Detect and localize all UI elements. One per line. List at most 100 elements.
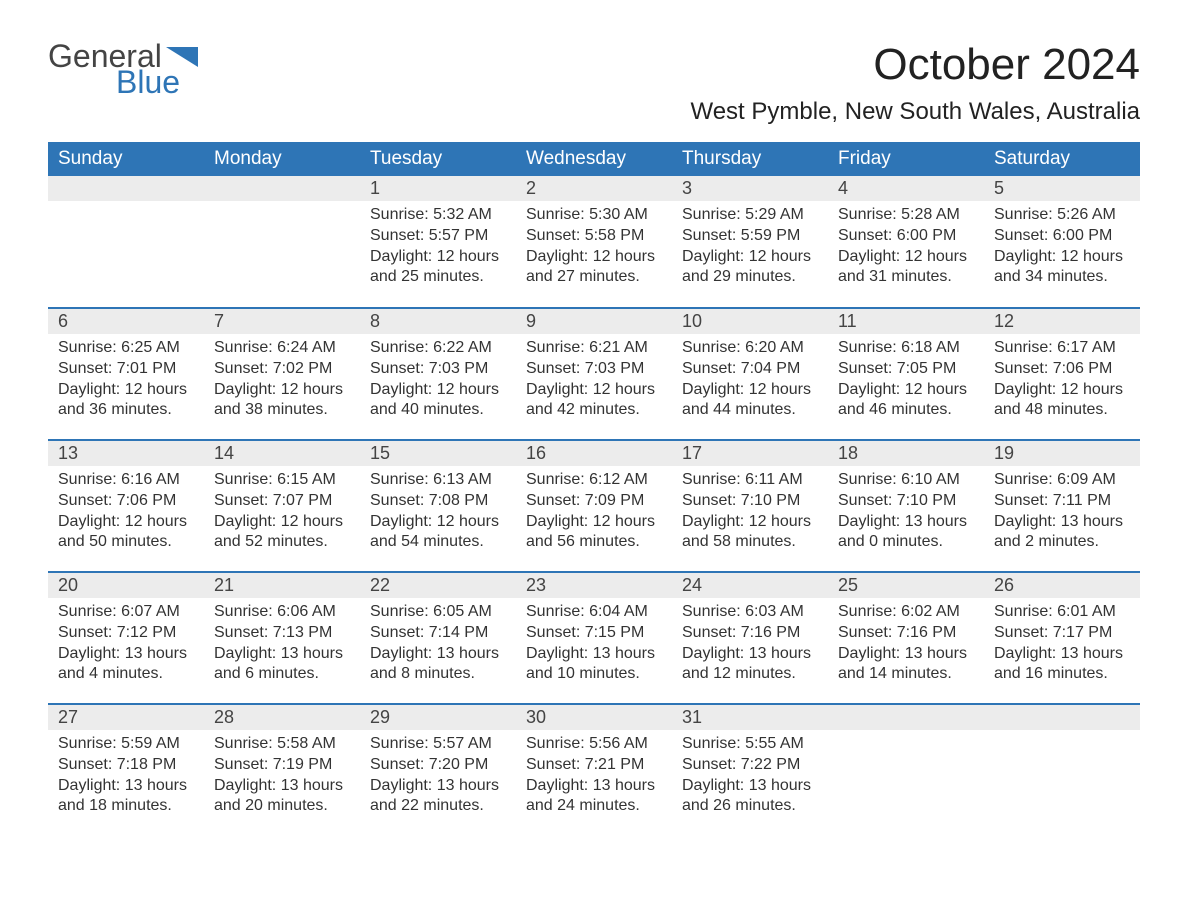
- daylight-line: Daylight: 12 hours and 48 minutes.: [994, 380, 1130, 422]
- weekday-header: Sunday: [48, 142, 204, 176]
- day-body: Sunrise: 6:22 AMSunset: 7:03 PMDaylight:…: [360, 334, 516, 431]
- day-number: .: [828, 705, 984, 730]
- sunrise-line: Sunrise: 6:06 AM: [214, 602, 350, 623]
- sunset-line: Sunset: 7:10 PM: [682, 491, 818, 512]
- calendar-day-cell: 19Sunrise: 6:09 AMSunset: 7:11 PMDayligh…: [984, 440, 1140, 572]
- day-body: Sunrise: 6:01 AMSunset: 7:17 PMDaylight:…: [984, 598, 1140, 695]
- day-number: 26: [984, 573, 1140, 598]
- daylight-line: Daylight: 13 hours and 2 minutes.: [994, 512, 1130, 554]
- day-body: Sunrise: 6:10 AMSunset: 7:10 PMDaylight:…: [828, 466, 984, 563]
- sunrise-line: Sunrise: 6:07 AM: [58, 602, 194, 623]
- day-body: Sunrise: 5:55 AMSunset: 7:22 PMDaylight:…: [672, 730, 828, 827]
- day-body: Sunrise: 5:59 AMSunset: 7:18 PMDaylight:…: [48, 730, 204, 827]
- sunset-line: Sunset: 7:02 PM: [214, 359, 350, 380]
- calendar-day-cell: 3Sunrise: 5:29 AMSunset: 5:59 PMDaylight…: [672, 176, 828, 308]
- day-body: Sunrise: 6:11 AMSunset: 7:10 PMDaylight:…: [672, 466, 828, 563]
- day-number: 13: [48, 441, 204, 466]
- day-number: 29: [360, 705, 516, 730]
- calendar-week-row: 20Sunrise: 6:07 AMSunset: 7:12 PMDayligh…: [48, 572, 1140, 704]
- day-body: Sunrise: 5:28 AMSunset: 6:00 PMDaylight:…: [828, 201, 984, 298]
- day-number: 16: [516, 441, 672, 466]
- weekday-header: Tuesday: [360, 142, 516, 176]
- sunrise-line: Sunrise: 6:03 AM: [682, 602, 818, 623]
- daylight-line: Daylight: 13 hours and 18 minutes.: [58, 776, 194, 818]
- title-block: October 2024 West Pymble, New South Wale…: [690, 40, 1140, 126]
- day-number: 18: [828, 441, 984, 466]
- sunset-line: Sunset: 5:57 PM: [370, 226, 506, 247]
- day-body: Sunrise: 5:26 AMSunset: 6:00 PMDaylight:…: [984, 201, 1140, 298]
- day-number: 6: [48, 309, 204, 334]
- day-number: 3: [672, 176, 828, 201]
- day-number: 17: [672, 441, 828, 466]
- day-number: 9: [516, 309, 672, 334]
- brand-logo: General Blue: [48, 40, 198, 98]
- daylight-line: Daylight: 13 hours and 14 minutes.: [838, 644, 974, 686]
- day-body: Sunrise: 6:15 AMSunset: 7:07 PMDaylight:…: [204, 466, 360, 563]
- sunset-line: Sunset: 7:10 PM: [838, 491, 974, 512]
- daylight-line: Daylight: 12 hours and 31 minutes.: [838, 247, 974, 289]
- day-body: Sunrise: 5:30 AMSunset: 5:58 PMDaylight:…: [516, 201, 672, 298]
- daylight-line: Daylight: 12 hours and 50 minutes.: [58, 512, 194, 554]
- sunset-line: Sunset: 7:01 PM: [58, 359, 194, 380]
- daylight-line: Daylight: 12 hours and 56 minutes.: [526, 512, 662, 554]
- day-body: Sunrise: 6:24 AMSunset: 7:02 PMDaylight:…: [204, 334, 360, 431]
- day-number: 15: [360, 441, 516, 466]
- sunset-line: Sunset: 7:03 PM: [526, 359, 662, 380]
- calendar-day-cell: 14Sunrise: 6:15 AMSunset: 7:07 PMDayligh…: [204, 440, 360, 572]
- sunset-line: Sunset: 7:19 PM: [214, 755, 350, 776]
- day-number: 19: [984, 441, 1140, 466]
- day-body: [204, 201, 360, 215]
- day-number: 30: [516, 705, 672, 730]
- day-body: Sunrise: 6:16 AMSunset: 7:06 PMDaylight:…: [48, 466, 204, 563]
- calendar-day-cell: 8Sunrise: 6:22 AMSunset: 7:03 PMDaylight…: [360, 308, 516, 440]
- sunset-line: Sunset: 7:04 PM: [682, 359, 818, 380]
- sunrise-line: Sunrise: 6:02 AM: [838, 602, 974, 623]
- sunset-line: Sunset: 7:21 PM: [526, 755, 662, 776]
- day-body: Sunrise: 6:07 AMSunset: 7:12 PMDaylight:…: [48, 598, 204, 695]
- daylight-line: Daylight: 13 hours and 0 minutes.: [838, 512, 974, 554]
- day-number: 25: [828, 573, 984, 598]
- sunrise-line: Sunrise: 5:58 AM: [214, 734, 350, 755]
- calendar-day-cell: 22Sunrise: 6:05 AMSunset: 7:14 PMDayligh…: [360, 572, 516, 704]
- day-body: Sunrise: 5:56 AMSunset: 7:21 PMDaylight:…: [516, 730, 672, 827]
- sunrise-line: Sunrise: 6:01 AM: [994, 602, 1130, 623]
- calendar-body: ..1Sunrise: 5:32 AMSunset: 5:57 PMDaylig…: [48, 176, 1140, 836]
- daylight-line: Daylight: 12 hours and 34 minutes.: [994, 247, 1130, 289]
- calendar-day-cell: 6Sunrise: 6:25 AMSunset: 7:01 PMDaylight…: [48, 308, 204, 440]
- day-number: 1: [360, 176, 516, 201]
- day-body: Sunrise: 6:04 AMSunset: 7:15 PMDaylight:…: [516, 598, 672, 695]
- sunset-line: Sunset: 6:00 PM: [838, 226, 974, 247]
- day-number: 31: [672, 705, 828, 730]
- calendar-day-cell: 9Sunrise: 6:21 AMSunset: 7:03 PMDaylight…: [516, 308, 672, 440]
- day-number: .: [48, 176, 204, 201]
- daylight-line: Daylight: 12 hours and 40 minutes.: [370, 380, 506, 422]
- sunset-line: Sunset: 7:16 PM: [682, 623, 818, 644]
- sunset-line: Sunset: 5:58 PM: [526, 226, 662, 247]
- sunrise-line: Sunrise: 6:20 AM: [682, 338, 818, 359]
- sunset-line: Sunset: 7:05 PM: [838, 359, 974, 380]
- daylight-line: Daylight: 12 hours and 54 minutes.: [370, 512, 506, 554]
- sunrise-line: Sunrise: 6:11 AM: [682, 470, 818, 491]
- calendar-day-cell: 30Sunrise: 5:56 AMSunset: 7:21 PMDayligh…: [516, 704, 672, 836]
- sunset-line: Sunset: 7:08 PM: [370, 491, 506, 512]
- calendar-day-cell: 31Sunrise: 5:55 AMSunset: 7:22 PMDayligh…: [672, 704, 828, 836]
- calendar-table: SundayMondayTuesdayWednesdayThursdayFrid…: [48, 142, 1140, 836]
- calendar-day-cell: 18Sunrise: 6:10 AMSunset: 7:10 PMDayligh…: [828, 440, 984, 572]
- sunset-line: Sunset: 6:00 PM: [994, 226, 1130, 247]
- day-body: Sunrise: 6:12 AMSunset: 7:09 PMDaylight:…: [516, 466, 672, 563]
- daylight-line: Daylight: 13 hours and 6 minutes.: [214, 644, 350, 686]
- sunrise-line: Sunrise: 6:15 AM: [214, 470, 350, 491]
- daylight-line: Daylight: 12 hours and 27 minutes.: [526, 247, 662, 289]
- calendar-week-row: ..1Sunrise: 5:32 AMSunset: 5:57 PMDaylig…: [48, 176, 1140, 308]
- day-number: 11: [828, 309, 984, 334]
- day-number: .: [204, 176, 360, 201]
- day-number: 20: [48, 573, 204, 598]
- sunrise-line: Sunrise: 6:10 AM: [838, 470, 974, 491]
- calendar-day-cell: 24Sunrise: 6:03 AMSunset: 7:16 PMDayligh…: [672, 572, 828, 704]
- sunset-line: Sunset: 7:13 PM: [214, 623, 350, 644]
- calendar-day-cell: 21Sunrise: 6:06 AMSunset: 7:13 PMDayligh…: [204, 572, 360, 704]
- sunset-line: Sunset: 7:12 PM: [58, 623, 194, 644]
- calendar-day-cell: 12Sunrise: 6:17 AMSunset: 7:06 PMDayligh…: [984, 308, 1140, 440]
- sunset-line: Sunset: 7:22 PM: [682, 755, 818, 776]
- sunset-line: Sunset: 7:16 PM: [838, 623, 974, 644]
